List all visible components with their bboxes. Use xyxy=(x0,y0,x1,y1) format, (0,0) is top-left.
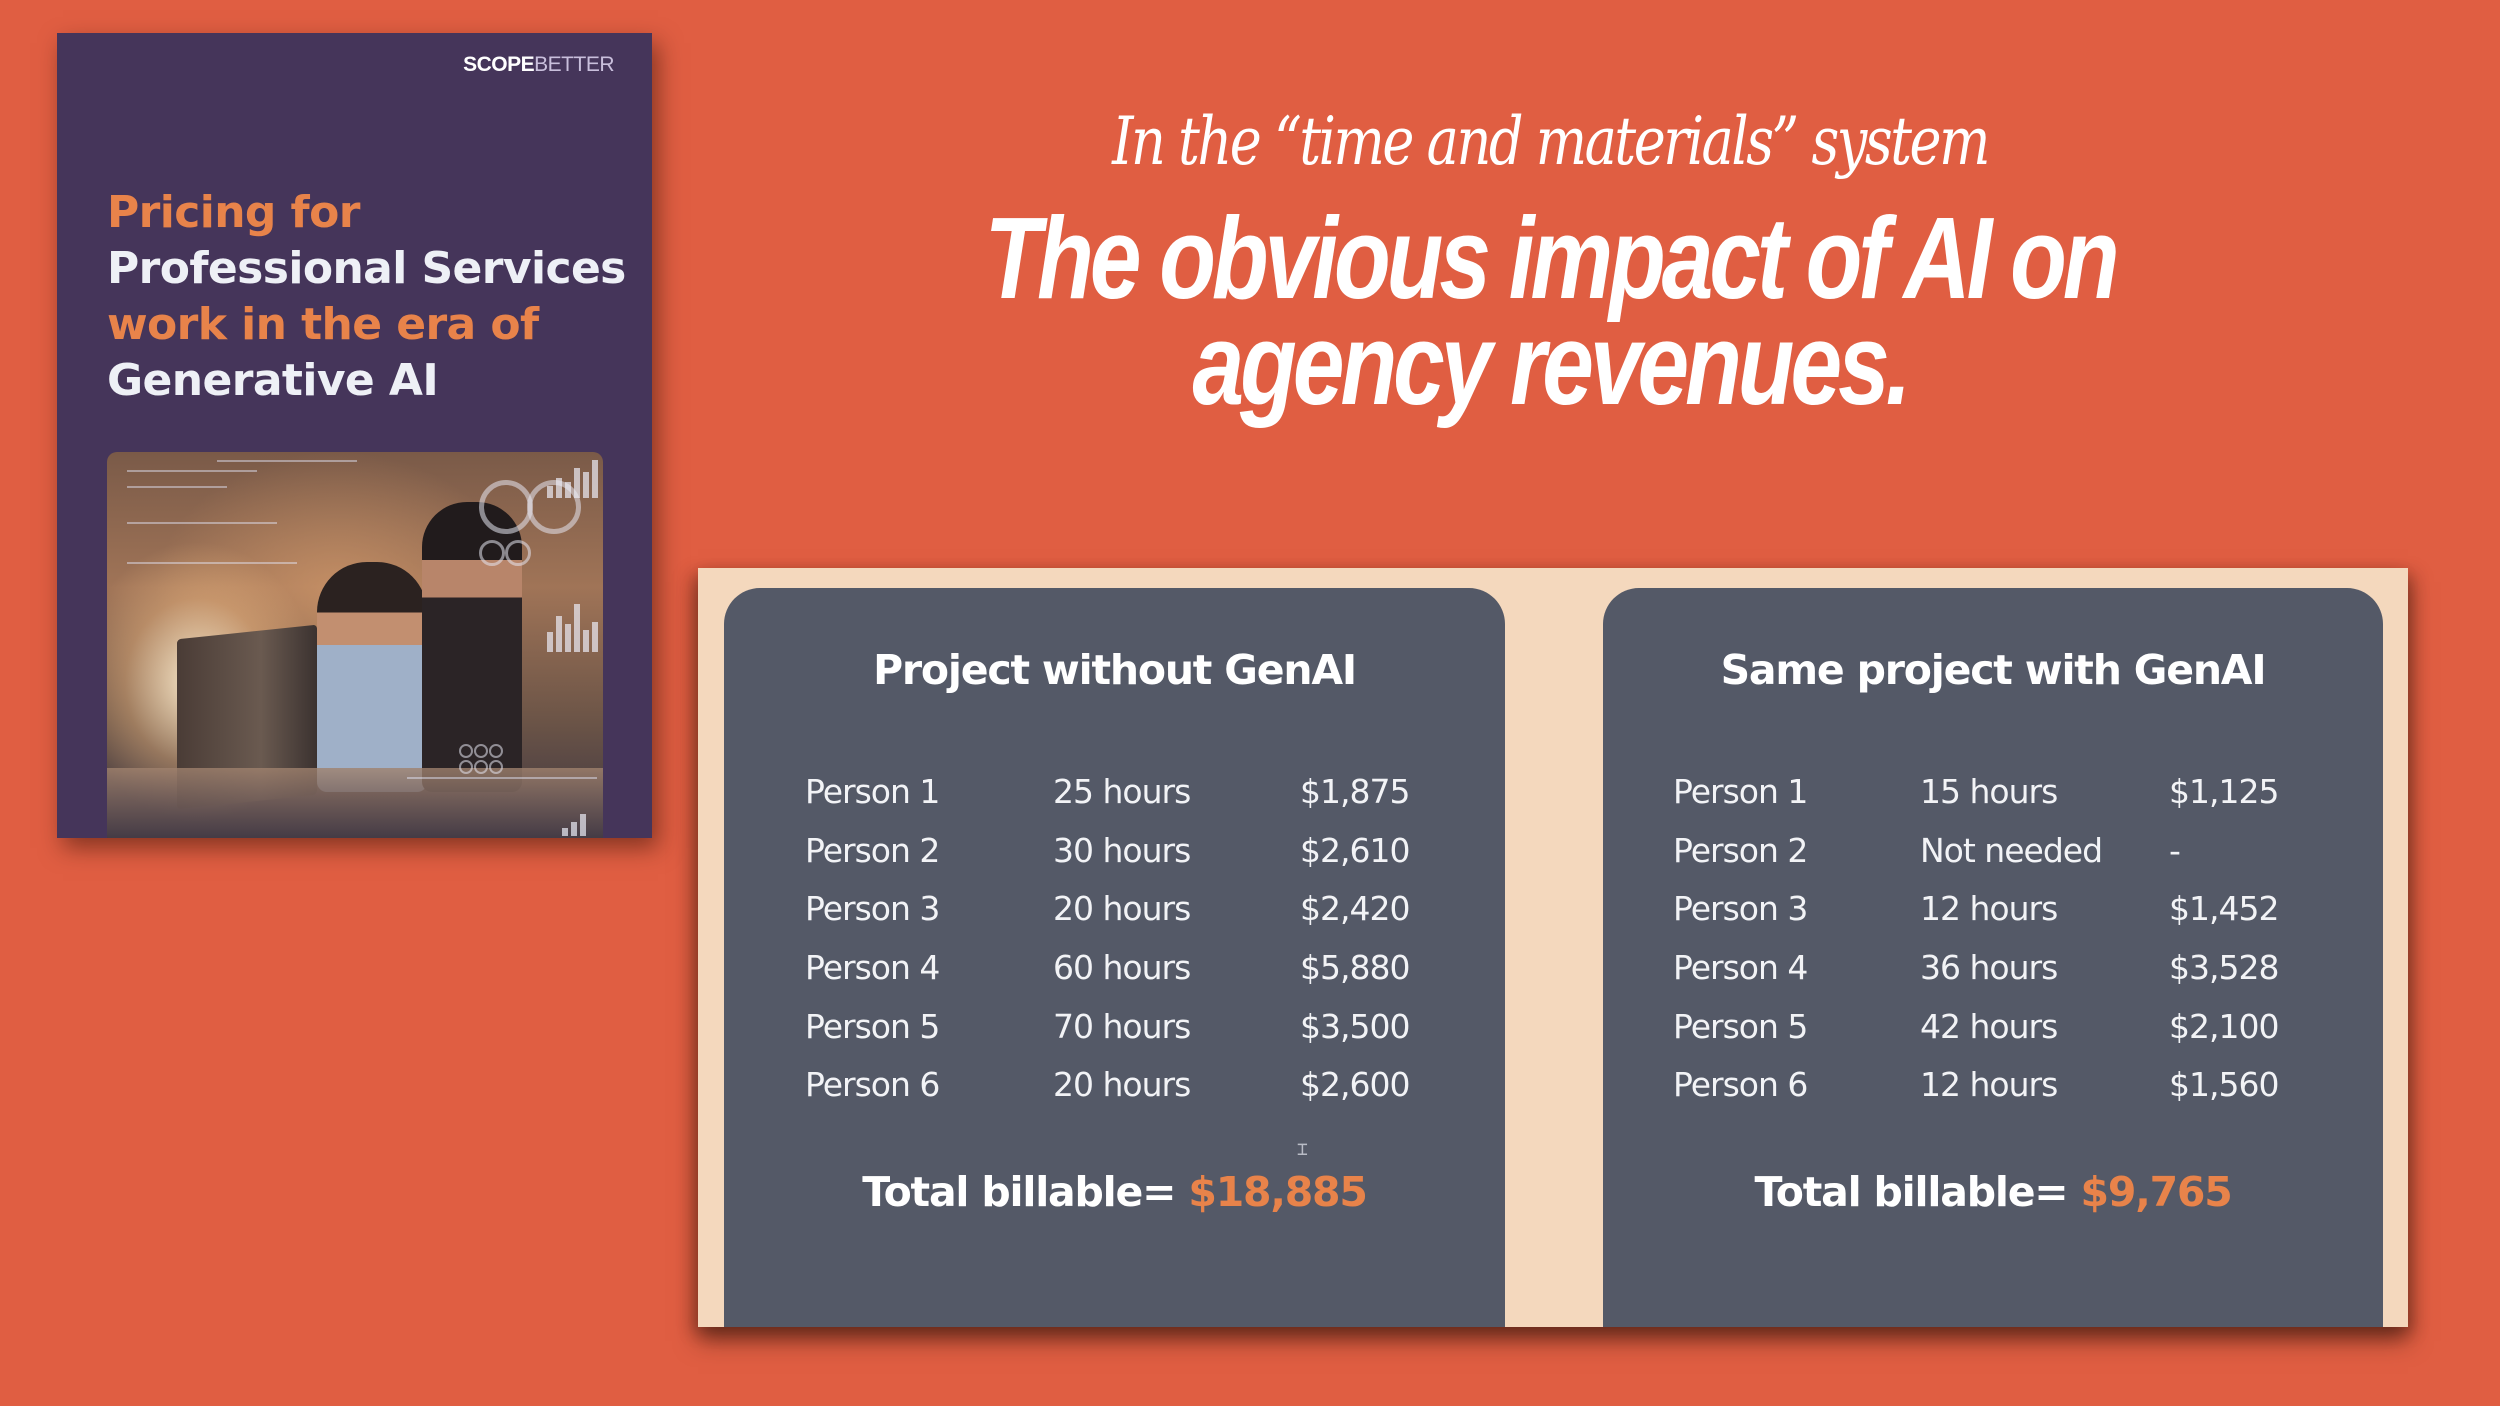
person-figure-man xyxy=(317,562,427,792)
card-title: Same project with GenAI xyxy=(1720,646,2267,694)
hours-cell: 70 hours xyxy=(1053,1006,1191,1046)
table-row: Person 6 20 hours $2,600 xyxy=(724,1065,1505,1124)
table-row: Person 5 70 hours $3,500 xyxy=(724,1007,1505,1066)
table-row: Person 2 30 hours $2,610 xyxy=(724,831,1505,890)
total-amount: $9,765 xyxy=(2080,1168,2233,1216)
amount-cell: $2,610 xyxy=(1300,830,1410,870)
cost-table: Person 1 25 hours $1,875 Person 2 30 hou… xyxy=(724,772,1505,1124)
person-cell: Person 1 xyxy=(805,772,940,811)
card-without-genai: Project without GenAI Person 1 25 hours … xyxy=(724,588,1505,1327)
person-cell: Person 3 xyxy=(1673,889,1808,929)
person-cell: Person 6 xyxy=(1673,1065,1808,1105)
headline-line-2: agency revenues. xyxy=(1192,299,1912,429)
hud-line xyxy=(127,522,277,524)
hud-ring-icon xyxy=(527,480,581,534)
cost-table: Person 1 15 hours $1,125 Person 2 Not ne… xyxy=(1603,772,2383,1124)
hours-cell: 15 hours xyxy=(1920,772,2058,811)
hud-line xyxy=(127,486,227,488)
amount-cell: $1,125 xyxy=(2169,772,2279,811)
hud-bar-chart-icon xyxy=(562,812,586,836)
person-cell: Person 3 xyxy=(805,889,940,929)
hud-line xyxy=(217,460,357,462)
amount-cell: $2,420 xyxy=(1300,889,1410,929)
hours-cell: Not needed xyxy=(1920,830,2103,870)
amount-cell: $1,560 xyxy=(2169,1065,2279,1105)
logo-better: BETTER xyxy=(534,53,614,76)
headline-line-1: The obvious impact of AI on xyxy=(984,193,2119,323)
table-row: Person 1 15 hours $1,125 xyxy=(1603,772,2383,831)
hours-cell: 36 hours xyxy=(1920,948,2058,988)
hud-ring-icon xyxy=(489,744,503,758)
hours-cell: 42 hours xyxy=(1920,1006,2058,1046)
headline-kicker: In the “time and materials” system xyxy=(1112,103,1990,180)
amount-cell: $2,100 xyxy=(2169,1006,2279,1046)
hours-cell: 12 hours xyxy=(1920,1065,2058,1105)
person-cell: Person 4 xyxy=(1673,948,1808,988)
hud-ring-icon xyxy=(505,540,531,566)
amount-cell: $2,600 xyxy=(1300,1065,1410,1105)
table-row: Person 3 20 hours $2,420 xyxy=(724,889,1505,948)
hud-bar-chart-icon xyxy=(547,602,598,652)
cover-title: Pricing for Professional Services work i… xyxy=(107,185,637,409)
hud-line xyxy=(407,777,597,779)
hud-ring-icon xyxy=(459,744,473,758)
comparison-panel: Project without GenAI Person 1 25 hours … xyxy=(698,568,2408,1327)
amount-cell: $5,880 xyxy=(1300,948,1410,988)
total-billable: Total billable= $18,885 xyxy=(724,1168,1505,1216)
scopebetter-logo: SCOPEBETTER xyxy=(463,53,614,77)
cover-photo xyxy=(107,452,603,838)
hours-cell: 12 hours xyxy=(1920,889,2058,929)
cover-title-line-4: Generative AI xyxy=(107,355,439,406)
hours-cell: 20 hours xyxy=(1053,889,1191,929)
amount-cell: - xyxy=(2169,830,2181,870)
hud-ring-icon xyxy=(489,760,503,774)
desk-shape xyxy=(107,768,603,838)
table-row: Person 6 12 hours $1,560 xyxy=(1603,1065,2383,1124)
cover-title-line-1: Pricing for xyxy=(107,187,360,238)
hours-cell: 20 hours xyxy=(1053,1065,1191,1105)
person-cell: Person 2 xyxy=(805,830,940,870)
hud-ring-icon xyxy=(474,744,488,758)
total-label: Total billable= xyxy=(1754,1168,2081,1216)
total-billable: Total billable= $9,765 xyxy=(1603,1168,2383,1216)
total-label: Total billable= xyxy=(862,1168,1189,1216)
table-row: Person 5 42 hours $2,100 xyxy=(1603,1007,2383,1066)
person-cell: Person 4 xyxy=(805,948,940,988)
text-cursor-icon: ⌶ xyxy=(1297,1139,1308,1160)
cover-title-line-2: Professional Services xyxy=(107,243,626,294)
card-title: Project without GenAI xyxy=(873,646,1357,694)
table-row: Person 3 12 hours $1,452 xyxy=(1603,889,2383,948)
hud-ring-icon xyxy=(459,760,473,774)
hours-cell: 60 hours xyxy=(1053,948,1191,988)
logo-scope: SCOPE xyxy=(463,53,535,76)
hours-cell: 25 hours xyxy=(1053,772,1191,811)
amount-cell: $1,875 xyxy=(1300,772,1410,811)
amount-cell: $3,500 xyxy=(1300,1006,1410,1046)
cover-title-line-3: work in the era of xyxy=(107,299,539,350)
table-row: Person 2 Not needed - xyxy=(1603,831,2383,890)
table-row: Person 4 60 hours $5,880 xyxy=(724,948,1505,1007)
card-with-genai: Same project with GenAI Person 1 15 hour… xyxy=(1603,588,2383,1327)
person-cell: Person 5 xyxy=(1673,1006,1808,1046)
total-amount: $18,885 xyxy=(1188,1168,1368,1216)
headline: The obvious impact of AI on agency reven… xyxy=(310,193,2500,429)
person-cell: Person 6 xyxy=(805,1065,940,1105)
hud-ring-icon xyxy=(474,760,488,774)
hud-line xyxy=(127,470,257,472)
hud-ring-icon xyxy=(479,480,533,534)
amount-cell: $1,452 xyxy=(2169,889,2279,929)
hud-bar-chart-icon xyxy=(547,458,598,498)
hours-cell: 30 hours xyxy=(1053,830,1191,870)
amount-cell: $3,528 xyxy=(2169,948,2279,988)
person-cell: Person 1 xyxy=(1673,772,1808,811)
table-row: Person 4 36 hours $3,528 xyxy=(1603,948,2383,1007)
hud-line xyxy=(127,562,297,564)
person-cell: Person 5 xyxy=(805,1006,940,1046)
hud-ring-icon xyxy=(479,540,505,566)
book-cover: SCOPEBETTER Pricing for Professional Ser… xyxy=(57,33,652,838)
table-row: Person 1 25 hours $1,875 xyxy=(724,772,1505,831)
person-cell: Person 2 xyxy=(1673,830,1808,870)
